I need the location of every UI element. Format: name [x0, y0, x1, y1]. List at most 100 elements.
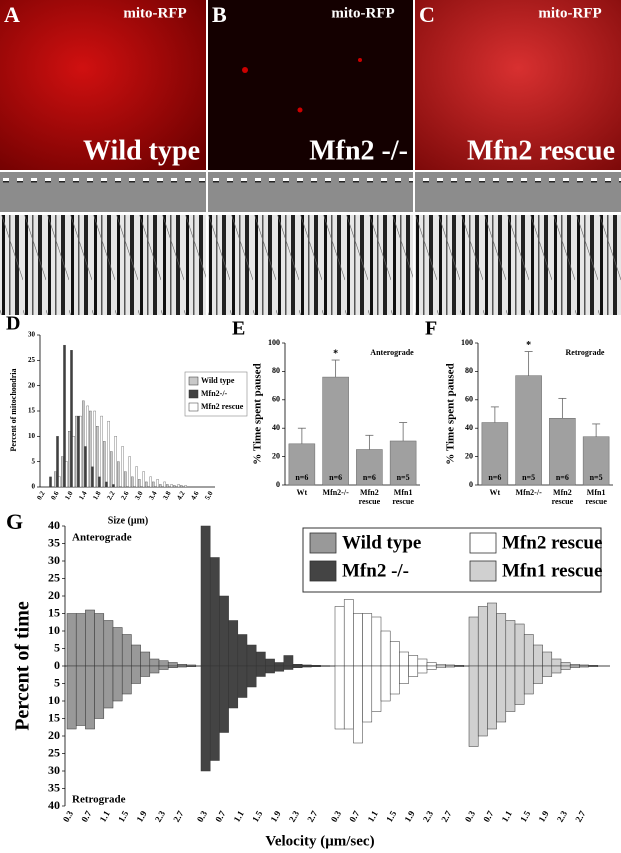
legend-swatch	[188, 389, 199, 399]
bar	[579, 665, 589, 668]
bar	[112, 484, 115, 488]
x-tick-label: 1.5	[518, 809, 533, 824]
bar	[371, 665, 382, 712]
bar	[389, 641, 400, 667]
bar	[292, 665, 303, 668]
n-label: n=6	[556, 473, 569, 482]
bar	[408, 655, 419, 667]
condition-label: Mfn2 rescue	[467, 135, 615, 166]
bar	[177, 665, 187, 668]
y-tick-label: 0	[276, 480, 280, 489]
bar	[311, 665, 321, 667]
bar	[322, 376, 349, 486]
bar	[209, 665, 220, 761]
bar	[353, 665, 363, 744]
bar	[255, 651, 266, 667]
bar	[70, 350, 73, 488]
y-tick-label: 30	[28, 331, 36, 339]
bar	[582, 436, 610, 486]
bar	[292, 664, 303, 667]
bar	[186, 665, 197, 667]
bar	[301, 665, 312, 668]
bar	[149, 658, 160, 667]
bar	[94, 665, 105, 719]
y-tick-label: 15	[48, 605, 60, 619]
bar	[274, 665, 285, 672]
bar	[514, 665, 525, 705]
bar	[121, 446, 124, 488]
x-tick-label: 2.3	[153, 809, 168, 824]
axon-strip	[415, 172, 621, 212]
legend-label: Mfn1 rescue	[502, 560, 602, 581]
x-tick-label: 0.7	[213, 809, 228, 824]
bar	[560, 662, 571, 667]
y-tick-label: 20	[48, 588, 60, 602]
bar	[426, 662, 437, 667]
y-tick-label: 40	[465, 423, 473, 432]
direction-label: Retrograde	[72, 794, 126, 806]
bar	[66, 613, 77, 667]
x-tick-label: 2.3	[287, 809, 302, 824]
x-tick-label: 1.1	[500, 809, 515, 824]
bar	[75, 665, 86, 726]
bar	[114, 436, 117, 488]
bar	[163, 481, 166, 488]
legend-box	[302, 527, 602, 593]
bar	[353, 613, 363, 667]
y-tick-label: 40	[272, 423, 280, 432]
panel-letter: A	[4, 2, 20, 27]
bar	[533, 665, 543, 684]
y-tick-label: 20	[28, 381, 36, 389]
bar	[542, 651, 553, 667]
micrograph	[0, 0, 206, 170]
y-tick-label: 30	[48, 763, 60, 777]
micrograph	[208, 0, 413, 170]
kymograph	[0, 215, 206, 315]
bar	[569, 664, 580, 667]
panel-letter: F	[425, 318, 437, 340]
bar	[84, 446, 87, 488]
bar	[496, 665, 507, 723]
axon-strip	[208, 172, 413, 212]
x-tick-label: Mfn2 rescue	[551, 488, 574, 506]
bar	[274, 662, 285, 667]
bar	[91, 466, 94, 488]
bar	[569, 665, 580, 668]
bar	[140, 651, 151, 667]
y-tick-label: 20	[465, 451, 473, 460]
bar	[96, 426, 99, 488]
x-tick-label: 0.7	[79, 809, 94, 824]
x-tick-label: 0.3	[463, 809, 478, 824]
bar	[362, 665, 373, 723]
y-tick-label: 20	[272, 451, 280, 460]
x-tick-label: 1.9	[536, 809, 551, 824]
bar	[523, 634, 534, 667]
x-tick-label: 1.1	[98, 809, 113, 824]
bar	[184, 485, 187, 488]
condition-label: Mfn2 -/-	[309, 135, 408, 166]
axon-strip	[0, 172, 206, 212]
bar	[107, 420, 110, 488]
bar	[68, 431, 71, 488]
bar	[237, 634, 248, 667]
bar	[533, 644, 543, 667]
bar	[180, 485, 183, 488]
x-tick-label-box: Wt	[490, 488, 501, 497]
bar	[140, 665, 151, 677]
x-tick-label: 1.5	[250, 809, 265, 824]
bar	[86, 405, 89, 488]
chart-title: Anterograde	[370, 348, 414, 357]
bar	[454, 665, 465, 667]
bar	[79, 415, 82, 488]
x-tick-label-box: Mfn2 rescue	[359, 488, 381, 506]
panel-letter: B	[212, 2, 227, 27]
y-tick-label: 40	[48, 798, 60, 812]
legend-swatch	[309, 560, 337, 582]
bar	[380, 665, 391, 702]
bar	[426, 665, 437, 670]
bar	[58, 476, 61, 488]
bar	[142, 471, 145, 488]
y-axis-title: Percent of time	[12, 601, 34, 731]
bar	[98, 476, 101, 488]
